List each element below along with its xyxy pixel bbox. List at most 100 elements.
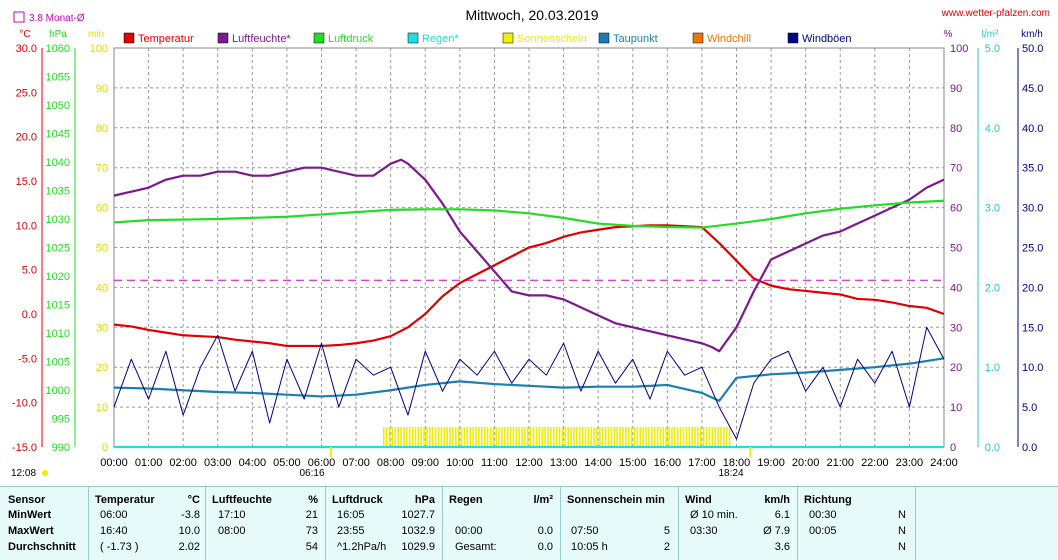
temp-tick-label: 10.0 <box>16 220 37 232</box>
temp-tick-label: -5.0 <box>18 353 37 365</box>
temp-time: ( -1.73 ) <box>100 541 139 553</box>
hum-unit-label: % <box>944 29 953 40</box>
press-tick-label: 1015 <box>46 300 70 312</box>
wind-tick-label: 15.0 <box>1022 322 1043 334</box>
header-wind-unit: km/h <box>764 494 790 506</box>
x-tick-label: 10:00 <box>446 457 474 469</box>
press-time: 16:05 <box>337 509 365 521</box>
series-line-luftdruck <box>113 199 945 229</box>
rain-value: 0.0 <box>537 541 553 553</box>
legend-label: Windchill <box>707 33 751 45</box>
hum-value: 73 <box>305 525 318 537</box>
x-tick-label: 19:00 <box>757 457 785 469</box>
press-tick-label: 1020 <box>46 271 70 283</box>
sunset-label: 18:24 <box>718 468 743 479</box>
sun-tick-label: 100 <box>90 43 108 55</box>
press-tick-label: 1030 <box>46 214 70 226</box>
press-time: ^1.2hPa/h <box>337 541 387 553</box>
rain-tick-label: 3.0 <box>985 203 1000 215</box>
x-tick-label: 04:00 <box>239 457 267 469</box>
temp-value: -3.8 <box>181 509 200 521</box>
wind-tick-label: 50.0 <box>1022 43 1043 55</box>
x-tick-label: 13:00 <box>550 457 578 469</box>
hum-tick-label: 50 <box>950 243 962 255</box>
header-sensor: Sensor <box>8 494 46 506</box>
hum-tick-label: 10 <box>950 402 962 414</box>
legend-label: Sonnenschein <box>517 33 587 45</box>
sun-culmination-label: 12:08 <box>11 468 36 479</box>
dir-time: 00:05 <box>809 525 837 537</box>
divider <box>678 487 679 560</box>
wind-tick-label: 35.0 <box>1022 163 1043 175</box>
legend-swatch <box>217 32 229 44</box>
sun-tick-label: 40 <box>96 282 108 294</box>
row-label: MaxWert <box>8 525 54 537</box>
temp-time: 06:00 <box>100 509 128 521</box>
hum-tick-label: 70 <box>950 163 962 175</box>
x-tick-label: 09:00 <box>411 457 439 469</box>
press-value: 1029.9 <box>401 541 435 553</box>
chart-legend: Temperatur Luftfeuchte* Luftdruck Regen* Son… <box>123 32 852 45</box>
legend-label: Windböen <box>802 33 852 45</box>
dir-value: N <box>898 509 906 521</box>
wind-tick-label: 10.0 <box>1022 362 1043 374</box>
website-link[interactable]: www.wetter-pfalzen.com <box>941 8 1050 19</box>
legend-label: Regen* <box>422 33 459 45</box>
statistics-table: Sensor Temperatur °C Luftfeuchte% Luftdruck h… <box>0 486 1058 560</box>
temp-time: 16:40 <box>100 525 128 537</box>
x-tick-label: 12:00 <box>515 457 543 469</box>
header-temperature-unit: °C <box>187 494 200 506</box>
header-sunshine: Sonnenschein min <box>567 494 665 506</box>
legend-label: Temperatur <box>138 33 194 45</box>
sun-time: 10:05 h <box>571 541 608 553</box>
header-pressure: Luftdruck <box>332 494 383 506</box>
wind-tick-label: 30.0 <box>1022 203 1043 215</box>
dir-value: N <box>898 525 906 537</box>
legend-label: Taupunkt <box>613 33 658 45</box>
sun-tick-label: 50 <box>96 243 108 255</box>
hum-tick-label: 80 <box>950 123 962 135</box>
sun-tick-label: 60 <box>96 203 108 215</box>
plot-area <box>113 158 945 457</box>
divider <box>442 487 443 560</box>
wind-unit-label: km/h <box>1021 29 1043 40</box>
series-line-windböen <box>113 326 945 440</box>
hum-tick-label: 100 <box>950 43 968 55</box>
series-line-temperatur <box>113 224 945 348</box>
x-tick-label: 05:00 <box>273 457 301 469</box>
sun-culmination-icon <box>42 470 48 476</box>
hum-value: 54 <box>305 541 318 553</box>
rain-time: Gesamt: <box>455 541 497 553</box>
press-time: 23:55 <box>337 525 365 537</box>
wind-time: 03:30 <box>690 525 718 537</box>
x-tick-label: 16:00 <box>654 457 682 469</box>
press-tick-label: 1045 <box>46 129 70 141</box>
temp-unit-label: °C <box>19 29 30 40</box>
temp-value: 2.02 <box>178 541 200 553</box>
press-tick-label: 995 <box>52 414 70 426</box>
header-wind: Wind <box>685 494 712 506</box>
weather-chart: Mittwoch, 20.03.2019 www.wetter-pfalzen.… <box>11 7 1050 479</box>
press-tick-label: 1040 <box>46 157 70 169</box>
sun-tick-label: 10 <box>96 402 108 414</box>
x-tick-label: 20:00 <box>792 457 820 469</box>
press-tick-label: 990 <box>52 442 70 454</box>
sun-tick-label: 20 <box>96 362 108 374</box>
divider <box>560 487 561 560</box>
x-tick-label: 01:00 <box>135 457 163 469</box>
press-tick-label: 1005 <box>46 357 70 369</box>
wind-tick-label: 25.0 <box>1022 243 1043 255</box>
dir-value: N <box>898 541 906 553</box>
legend-swatch <box>598 32 610 44</box>
press-tick-label: 1035 <box>46 186 70 198</box>
dir-time: 00:30 <box>809 509 837 521</box>
rain-tick-label: 1.0 <box>985 362 1000 374</box>
press-value: 1032.9 <box>401 525 435 537</box>
press-tick-label: 1060 <box>46 43 70 55</box>
divider <box>797 487 798 560</box>
x-tick-label: 15:00 <box>619 457 647 469</box>
wind-tick-label: 40.0 <box>1022 123 1043 135</box>
monthly-avg-label: 3.8 Monat-Ø <box>29 13 85 24</box>
hum-tick-label: 30 <box>950 322 962 334</box>
rain-tick-label: 4.0 <box>985 123 1000 135</box>
